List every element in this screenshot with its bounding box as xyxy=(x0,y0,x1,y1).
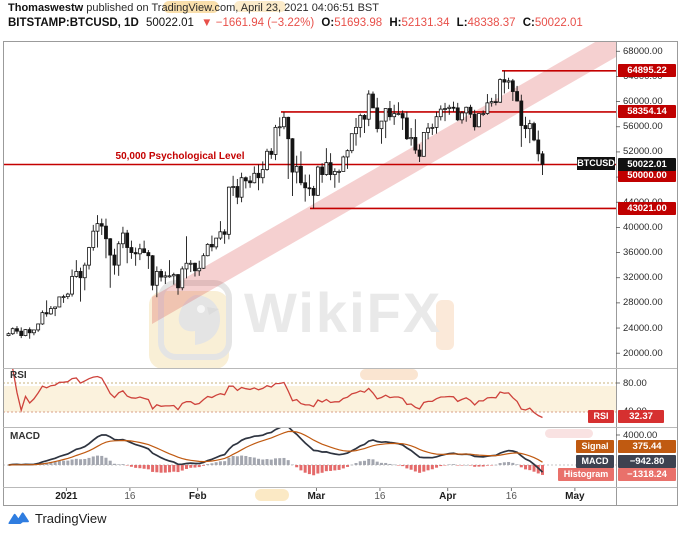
close-value: 50022.01 xyxy=(534,17,583,29)
high-value: 52131.34 xyxy=(401,17,450,29)
open-value: 51693.98 xyxy=(334,17,383,29)
price-change: −1661.94 (−3.22%) xyxy=(215,17,315,29)
low-label: L: xyxy=(456,17,468,29)
tradingview-logo-icon xyxy=(8,512,29,524)
symbol-ohlc-row: BITSTAMP:BTCUSD, 1D 50022.01 ▼ −1661.94 … xyxy=(8,17,583,29)
wikifx-watermark-text: WikiFX xyxy=(244,281,443,344)
symbol-badge: BTCUSD xyxy=(577,157,615,170)
symbol-label: BITSTAMP:BTCUSD, 1D xyxy=(8,17,139,29)
low-value: 48338.37 xyxy=(467,17,516,29)
publish-info: Thomaswestw published on TradingView.com… xyxy=(8,2,379,14)
publish-text: published on TradingView.com, April 23, … xyxy=(83,2,379,14)
footer-brand[interactable]: TradingView xyxy=(8,510,107,526)
high-label: H: xyxy=(389,17,402,29)
wikifx-eagle-logo xyxy=(157,279,233,361)
tradingview-brand-text: TradingView xyxy=(35,510,107,526)
author-name: Thomaswestw xyxy=(8,2,84,14)
open-label: O: xyxy=(321,17,335,29)
last-price: 50022.01 xyxy=(145,17,194,29)
down-arrow-icon: ▼ xyxy=(201,17,213,29)
psych-level-label: 50,000 Psychological Level xyxy=(115,151,245,162)
close-label: C: xyxy=(522,17,535,29)
